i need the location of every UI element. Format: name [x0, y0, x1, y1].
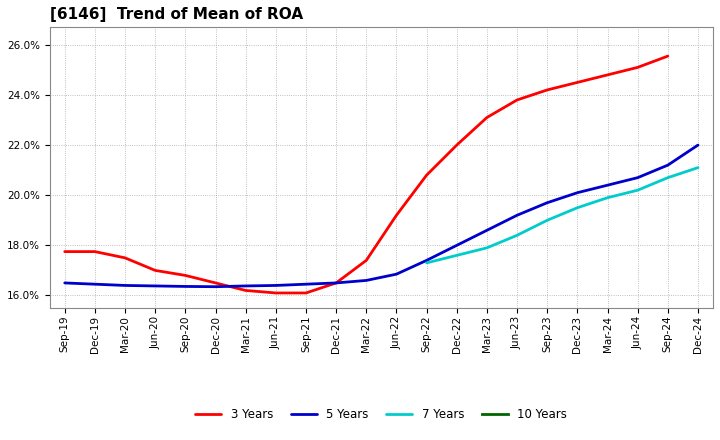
7 Years — [603, 195, 612, 200]
3 Years — [573, 80, 582, 85]
5 Years — [543, 200, 552, 205]
Line: 5 Years: 5 Years — [65, 145, 698, 287]
5 Years — [452, 243, 461, 248]
Legend: 3 Years, 5 Years, 7 Years, 10 Years: 3 Years, 5 Years, 7 Years, 10 Years — [191, 404, 572, 426]
7 Years — [513, 233, 521, 238]
5 Years — [392, 271, 401, 277]
5 Years — [302, 282, 310, 287]
3 Years — [302, 290, 310, 296]
3 Years — [392, 213, 401, 218]
3 Years — [121, 255, 130, 260]
7 Years — [543, 218, 552, 223]
Line: 7 Years: 7 Years — [426, 168, 698, 263]
5 Years — [603, 183, 612, 188]
3 Years — [181, 273, 189, 278]
5 Years — [91, 282, 99, 287]
3 Years — [513, 97, 521, 103]
3 Years — [482, 115, 491, 120]
7 Years — [634, 187, 642, 193]
3 Years — [603, 72, 612, 77]
7 Years — [482, 245, 491, 250]
5 Years — [332, 280, 341, 286]
Line: 3 Years: 3 Years — [65, 56, 668, 293]
5 Years — [271, 283, 280, 288]
5 Years — [181, 284, 189, 289]
3 Years — [543, 87, 552, 92]
3 Years — [452, 143, 461, 148]
3 Years — [271, 290, 280, 296]
5 Years — [211, 284, 220, 290]
5 Years — [121, 283, 130, 288]
7 Years — [573, 205, 582, 210]
3 Years — [91, 249, 99, 254]
3 Years — [60, 249, 69, 254]
3 Years — [422, 172, 431, 178]
5 Years — [513, 213, 521, 218]
5 Years — [362, 278, 371, 283]
5 Years — [151, 283, 160, 289]
5 Years — [634, 175, 642, 180]
7 Years — [422, 260, 431, 265]
7 Years — [693, 165, 702, 170]
5 Years — [422, 258, 431, 263]
5 Years — [482, 227, 491, 233]
3 Years — [362, 258, 371, 263]
3 Years — [664, 54, 672, 59]
5 Years — [693, 143, 702, 148]
3 Years — [151, 268, 160, 273]
5 Years — [664, 162, 672, 168]
3 Years — [634, 65, 642, 70]
7 Years — [664, 175, 672, 180]
3 Years — [332, 280, 341, 286]
5 Years — [573, 190, 582, 195]
5 Years — [60, 280, 69, 286]
Text: [6146]  Trend of Mean of ROA: [6146] Trend of Mean of ROA — [50, 7, 303, 22]
3 Years — [211, 280, 220, 286]
7 Years — [452, 253, 461, 258]
3 Years — [241, 288, 250, 293]
5 Years — [241, 283, 250, 289]
